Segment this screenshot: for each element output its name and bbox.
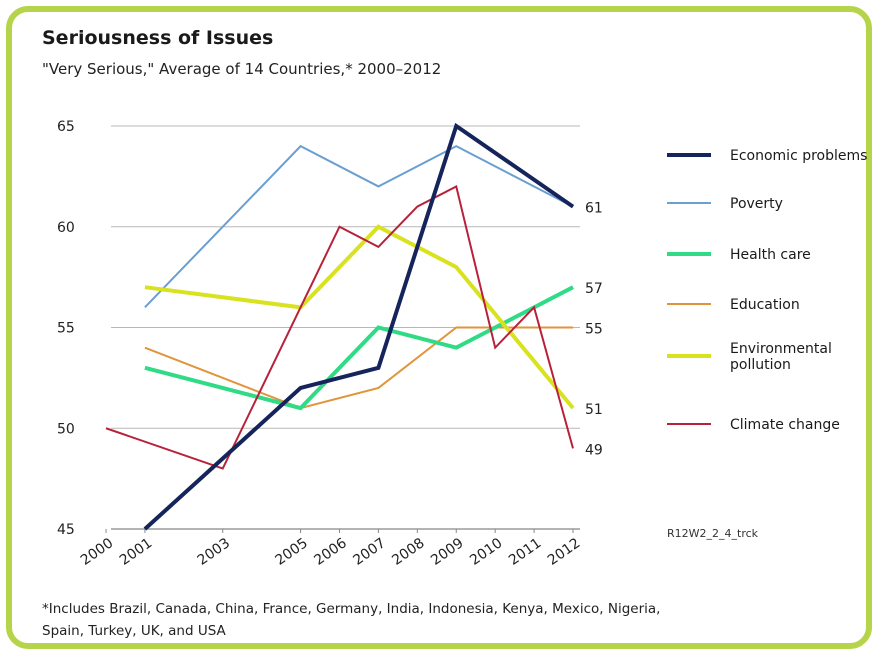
legend-label: Health care [730, 247, 811, 263]
x-tick-label: 2008 [389, 535, 427, 569]
series-line-economic-problems [143, 122, 575, 531]
x-tick-label: 2001 [117, 535, 155, 569]
end-value-label: 57 [585, 281, 603, 297]
x-tick-label: 2005 [273, 535, 311, 569]
x-tick-label: 2003 [195, 535, 233, 569]
chart-footnote: *Includes Brazil, Canada, China, France,… [42, 601, 661, 639]
y-tick-label: 55 [57, 321, 75, 337]
legend-label: Climate change [730, 417, 840, 433]
end-labels: 61 57 55 51 49 [585, 201, 603, 459]
end-value-label: 55 [585, 322, 603, 338]
y-tick-label: 45 [57, 522, 75, 538]
chart-subtitle: "Very Serious," Average of 14 Countries,… [42, 60, 442, 78]
end-value-label: 49 [585, 442, 603, 458]
x-tick-label: 2000 [78, 535, 116, 569]
chart-legend: Economic problems Poverty Health care Educa… [667, 148, 867, 433]
legend-label: Economic problems [730, 148, 867, 164]
chart-title: Seriousness of Issues [42, 27, 274, 49]
series-line-poverty [144, 144, 574, 309]
x-tick-label: 2009 [428, 535, 466, 569]
series-line-environmental-pollution [144, 224, 575, 410]
end-value-label: 61 [585, 201, 603, 217]
legend-label: Environmental [730, 341, 832, 357]
legend-label: Education [730, 297, 800, 313]
series-line-health-care [144, 285, 574, 411]
chart-code: R12W2_2_4_trck [667, 527, 759, 540]
legend-label: Poverty [730, 196, 783, 212]
chart-lines [105, 122, 575, 531]
x-tick-label: 2012 [545, 535, 583, 569]
series-line-climate-change [105, 184, 574, 470]
x-tick-label: 2007 [350, 535, 388, 569]
x-tick-label: 2010 [467, 535, 505, 569]
y-tick-label: 50 [57, 421, 75, 437]
y-tick-label: 60 [57, 220, 75, 236]
x-tick-label: 2006 [311, 535, 349, 569]
series-line-education [144, 326, 573, 410]
legend-label: pollution [730, 357, 791, 373]
end-value-label: 51 [585, 402, 603, 418]
y-tick-label: 65 [57, 119, 75, 135]
x-tick-label: 2011 [506, 535, 544, 569]
